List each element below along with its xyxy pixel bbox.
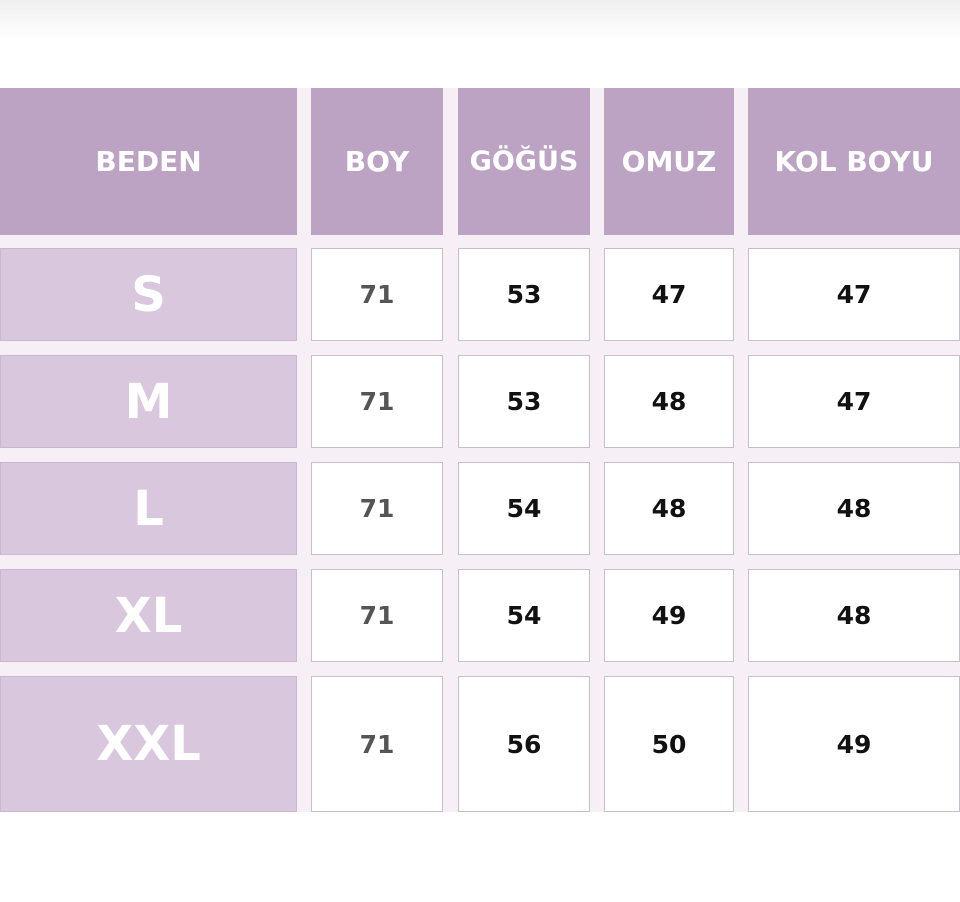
value-cell: 54	[458, 462, 590, 555]
header-cell: GÖĞÜS	[458, 88, 590, 235]
value-cell: 56	[458, 676, 590, 812]
value-cell: 53	[458, 248, 590, 341]
header-cell: KOL BOYU	[748, 88, 960, 235]
value-cell: 48	[748, 569, 960, 662]
value-cell: 48	[748, 462, 960, 555]
size-cell: L	[0, 462, 297, 555]
value-cell: 47	[748, 248, 960, 341]
value-cell: 48	[604, 462, 734, 555]
value-cell: 49	[748, 676, 960, 812]
value-cell: 54	[458, 569, 590, 662]
value-cell: 71	[311, 676, 443, 812]
header-cell: BEDEN	[0, 88, 297, 235]
header-cell: BOY	[311, 88, 443, 235]
value-cell: 49	[604, 569, 734, 662]
value-cell: 50	[604, 676, 734, 812]
size-cell: S	[0, 248, 297, 341]
value-cell: 71	[311, 462, 443, 555]
value-cell: 71	[311, 248, 443, 341]
size-chart-table: BEDEN BOY GÖĞÜS OMUZ KOL BOYU S 71 53 47 47 M 71 53 4…	[0, 88, 960, 812]
value-cell: 53	[458, 355, 590, 448]
header-cell: OMUZ	[604, 88, 734, 235]
top-fade	[0, 0, 960, 40]
size-cell: XXL	[0, 676, 297, 812]
size-cell: M	[0, 355, 297, 448]
value-cell: 48	[604, 355, 734, 448]
value-cell: 47	[748, 355, 960, 448]
value-cell: 71	[311, 569, 443, 662]
value-cell: 47	[604, 248, 734, 341]
value-cell: 71	[311, 355, 443, 448]
size-cell: XL	[0, 569, 297, 662]
